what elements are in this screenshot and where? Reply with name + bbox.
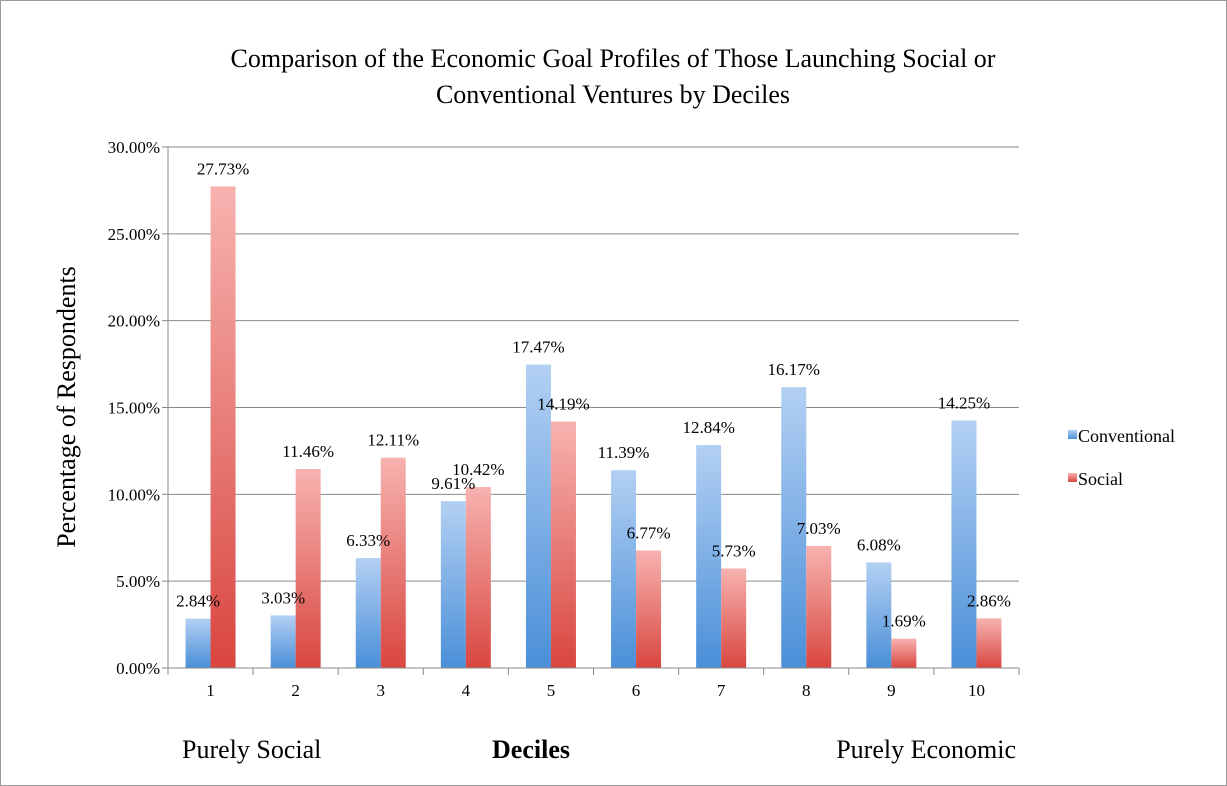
y-tick-label: 0.00% (116, 659, 160, 678)
data-label-social-6: 6.77% (627, 523, 671, 542)
right-annotation: Purely Economic (836, 735, 1016, 764)
y-axis-label: Percentage of Respondents (52, 266, 81, 548)
bar-conventional-7 (696, 445, 722, 668)
legend: Conventional Social (1068, 426, 1175, 489)
bar-social-5 (550, 421, 576, 668)
chart-title-line1: Comparison of the Economic Goal Profiles… (231, 44, 996, 73)
y-tick-label: 5.00% (116, 572, 160, 591)
bar-social-9 (891, 638, 917, 668)
data-label-social-2: 11.46% (282, 442, 334, 461)
y-axis-ticks: 0.00% 5.00% 10.00% 15.00% 20.00% 25.00% 30.00% (108, 138, 169, 678)
x-tick-label: 1 (206, 681, 215, 700)
data-label-conventional-3: 6.33% (346, 531, 390, 550)
x-tick-label: 3 (377, 681, 386, 700)
data-label-conventional-9: 6.08% (857, 535, 901, 554)
legend-label-conventional: Conventional (1078, 426, 1175, 446)
data-label-conventional-7: 12.84% (682, 418, 734, 437)
bar-conventional-9 (866, 562, 892, 668)
data-label-conventional-10: 14.25% (938, 394, 990, 413)
data-label-conventional-2: 3.03% (261, 588, 305, 607)
bar-conventional-2 (270, 615, 296, 668)
data-label-social-7: 5.73% (712, 541, 756, 560)
legend-swatch-conventional (1068, 430, 1077, 439)
bar-conventional-1 (185, 618, 211, 668)
bar-conventional-6 (611, 470, 637, 668)
data-label-social-10: 2.86% (967, 591, 1011, 610)
data-label-conventional-6: 11.39% (598, 443, 650, 462)
bar-social-10 (976, 618, 1002, 668)
x-tick-label: 10 (968, 681, 985, 700)
bar-conventional-5 (525, 364, 551, 668)
data-labels: 2.84% 27.73% 3.03% 11.46% 6.33% 12.11% 9.61%10… (176, 159, 1011, 630)
bar-social-7 (721, 568, 747, 668)
bar-social-1 (210, 186, 236, 668)
x-tick-label: 5 (547, 681, 556, 700)
data-label-social-1: 27.73% (197, 159, 249, 178)
x-axis-label: Deciles (492, 735, 570, 764)
data-label-social-5: 14.19% (537, 395, 589, 414)
y-tick-label: 20.00% (108, 312, 160, 331)
y-tick-label: 25.00% (108, 225, 160, 244)
bar-conventional-10 (951, 420, 977, 668)
y-tick-label: 15.00% (108, 399, 160, 418)
x-tick-label: 9 (887, 681, 896, 700)
data-label-conventional-1: 2.84% (176, 592, 220, 611)
bar-conventional-3 (355, 558, 381, 668)
chart-title-line2: Conventional Ventures by Deciles (436, 80, 790, 109)
y-tick-label: 30.00% (108, 138, 160, 157)
x-tick-label: 7 (717, 681, 726, 700)
data-label-social-4: 10.42% (452, 460, 504, 479)
x-tick-label: 2 (291, 681, 300, 700)
bar-social-3 (380, 457, 406, 668)
bar-conventional-4 (440, 501, 466, 668)
bar-social-8 (806, 545, 832, 668)
bars (185, 186, 1002, 668)
data-label-conventional-8: 16.17% (768, 360, 820, 379)
bar-social-2 (295, 468, 321, 668)
data-label-social-3: 12.11% (367, 431, 419, 450)
x-tick-label: 8 (802, 681, 811, 700)
bar-social-6 (636, 550, 662, 668)
y-tick-label: 10.00% (108, 485, 160, 504)
legend-swatch-social (1068, 473, 1077, 482)
legend-label-social: Social (1078, 469, 1123, 489)
bar-conventional-8 (781, 387, 807, 668)
data-label-conventional-4: 9.61% (431, 474, 475, 493)
data-label-conventional-5: 17.47% (512, 338, 564, 357)
x-tick-label: 6 (632, 681, 641, 700)
left-annotation: Purely Social (182, 735, 321, 764)
x-axis-ticks: 1 2 3 4 5 6 7 8 9 10 (167, 667, 1020, 700)
data-label-social-8: 7.03% (797, 519, 841, 538)
x-tick-label: 4 (462, 681, 471, 700)
data-label-social-9: 1.69% (882, 612, 926, 631)
bar-social-4 (465, 487, 491, 668)
